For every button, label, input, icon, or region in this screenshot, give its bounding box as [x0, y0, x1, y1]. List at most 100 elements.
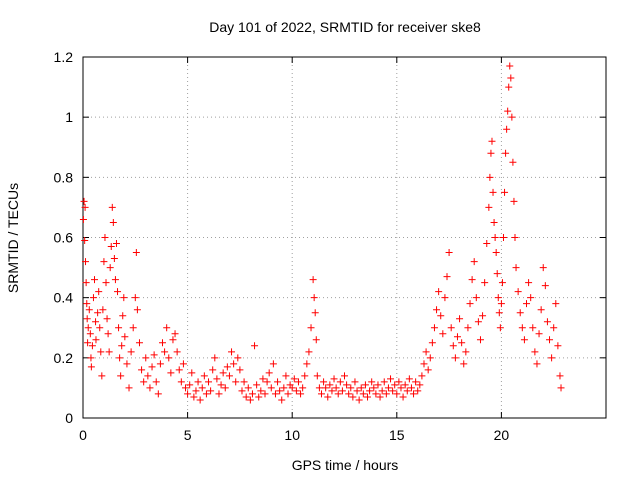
data-point [217, 381, 225, 389]
data-point [529, 324, 537, 332]
data-point [543, 318, 551, 326]
data-point [315, 384, 323, 392]
data-point [520, 336, 528, 344]
data-point [407, 384, 415, 392]
data-point [257, 387, 265, 395]
data-point [158, 339, 166, 347]
data-point [556, 372, 564, 380]
data-point [188, 369, 196, 377]
data-point [481, 279, 489, 287]
data-point [353, 387, 361, 395]
data-point [81, 237, 89, 245]
data-point [267, 384, 275, 392]
data-point [537, 306, 545, 314]
data-point [414, 387, 422, 395]
data-point [120, 294, 128, 302]
data-point [242, 393, 250, 401]
data-point [138, 366, 146, 374]
y-tick-label: 0.4 [54, 290, 74, 306]
data-point [382, 390, 390, 398]
data-point [112, 240, 120, 248]
data-series-ske8 [79, 62, 565, 404]
data-point [389, 387, 397, 395]
data-point [541, 282, 549, 290]
data-point [531, 348, 539, 356]
data-point [330, 375, 338, 383]
data-point [100, 258, 108, 266]
data-point [95, 288, 103, 296]
data-point [297, 390, 305, 398]
data-point [441, 294, 449, 302]
data-point [253, 381, 261, 389]
data-point [453, 333, 461, 341]
data-point [301, 372, 309, 380]
data-point [364, 393, 372, 401]
data-point [445, 249, 453, 257]
data-point [322, 384, 330, 392]
data-point [468, 276, 476, 284]
data-point [109, 218, 117, 226]
data-point [368, 378, 376, 386]
data-point [223, 363, 231, 371]
data-point [87, 354, 95, 362]
y-axis-label: SRMTID / TECUs [5, 183, 21, 293]
data-point [244, 384, 252, 392]
data-point [177, 378, 185, 386]
data-point [207, 387, 215, 395]
data-point [527, 294, 535, 302]
data-point [240, 378, 248, 386]
data-point [276, 387, 284, 395]
data-point [317, 390, 325, 398]
data-point [479, 312, 487, 320]
data-point [179, 360, 187, 368]
y-tick-label: 0.6 [54, 230, 74, 246]
data-point [510, 197, 518, 205]
data-point [359, 390, 367, 398]
data-point [495, 309, 503, 317]
data-point [165, 354, 173, 362]
data-point [91, 276, 99, 284]
data-point [278, 396, 286, 404]
data-point [338, 387, 346, 395]
data-point [142, 354, 150, 362]
data-point [96, 324, 104, 332]
data-point [117, 372, 125, 380]
data-point [508, 113, 516, 121]
data-point [312, 336, 320, 344]
data-point [83, 300, 91, 308]
data-point [503, 125, 511, 133]
data-point [259, 375, 267, 383]
data-point [309, 276, 317, 284]
data-point [422, 348, 430, 356]
data-point [167, 369, 175, 377]
data-point [506, 62, 514, 70]
y-tick-label: 0 [65, 410, 73, 426]
data-point [397, 384, 405, 392]
y-tick-label: 1 [65, 109, 73, 125]
data-point [351, 378, 359, 386]
data-point [103, 315, 111, 323]
data-point [230, 360, 238, 368]
data-point [171, 330, 179, 338]
data-point [313, 372, 321, 380]
data-point [412, 378, 420, 386]
data-point [292, 387, 300, 395]
data-point [489, 188, 497, 196]
data-point [248, 390, 256, 398]
data-point [290, 375, 298, 383]
data-point [294, 378, 302, 386]
data-point [114, 288, 122, 296]
data-point [84, 339, 92, 347]
data-point [374, 381, 382, 389]
data-point [274, 378, 282, 386]
x-axis: 0 5 10 15 20 [79, 57, 509, 443]
data-point [82, 279, 90, 287]
data-point [399, 393, 407, 401]
data-point [144, 372, 152, 380]
data-point [504, 107, 512, 115]
data-point [403, 387, 411, 395]
data-point [198, 384, 206, 392]
data-point [498, 279, 506, 287]
y-tick-label: 0.2 [54, 350, 74, 366]
data-point [546, 336, 554, 344]
